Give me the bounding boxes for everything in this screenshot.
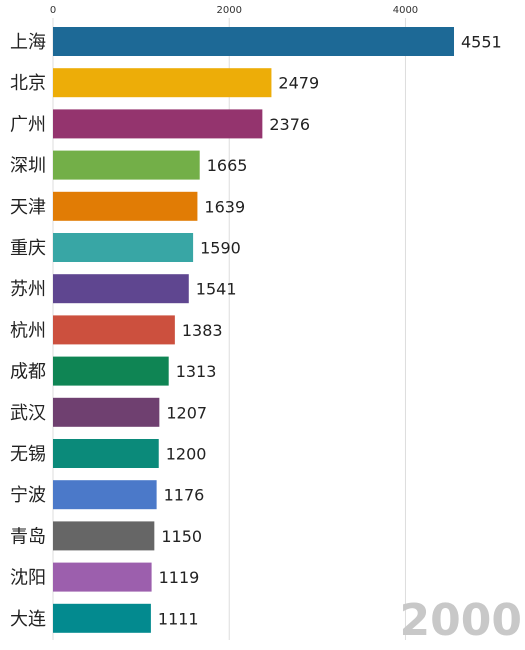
bar <box>53 109 263 139</box>
category-label: 杭州 <box>10 320 46 341</box>
category-label: 苏州 <box>10 279 46 300</box>
value-label: 1119 <box>159 568 200 587</box>
category-label: 成都 <box>10 362 46 383</box>
bar <box>53 480 157 510</box>
category-label: 武汉 <box>10 403 46 424</box>
bar <box>53 274 189 304</box>
bar <box>53 603 151 633</box>
x-tick-label: 4000 <box>393 5 418 16</box>
category-label: 重庆 <box>10 238 46 259</box>
value-label: 1541 <box>196 280 237 299</box>
bar <box>53 562 152 592</box>
bar <box>53 439 159 468</box>
value-label: 1665 <box>207 156 248 175</box>
category-label: 大连 <box>10 609 46 630</box>
value-label: 1111 <box>158 609 199 628</box>
bars <box>53 27 455 633</box>
value-label: 1313 <box>176 362 217 381</box>
bar <box>53 27 455 56</box>
x-tick-label: 0 <box>50 5 56 16</box>
value-label: 1207 <box>166 403 207 422</box>
category-label: 沈阳 <box>10 568 46 589</box>
bar <box>53 150 200 180</box>
category-label: 青岛 <box>10 526 46 547</box>
category-label: 北京 <box>10 73 46 94</box>
bar <box>53 521 155 551</box>
bar <box>53 397 160 427</box>
bar <box>53 68 272 98</box>
value-label: 4551 <box>461 33 502 52</box>
category-label: 天津 <box>10 197 46 218</box>
category-label: 深圳 <box>10 156 46 177</box>
category-label: 上海 <box>10 32 46 53</box>
category-label: 广州 <box>10 114 46 135</box>
bar <box>53 315 175 345</box>
value-label: 1383 <box>182 321 223 340</box>
x-axis: 0 2000 4000 <box>50 5 418 16</box>
value-label: 1176 <box>164 486 205 505</box>
category-label: 宁波 <box>10 485 46 506</box>
value-labels: 4551 2479 2376 1665 1639 1590 1541 1383 1313 1207… <box>158 33 502 629</box>
bar <box>53 356 169 386</box>
category-label: 无锡 <box>10 444 46 465</box>
value-label: 2376 <box>269 115 310 134</box>
value-label: 2479 <box>278 74 319 93</box>
bar <box>53 233 194 262</box>
x-tick-label: 2000 <box>216 5 241 16</box>
bar <box>53 191 198 221</box>
value-label: 1590 <box>200 239 241 258</box>
value-label: 1200 <box>166 445 207 464</box>
value-label: 1639 <box>204 197 245 216</box>
period-label: 2000 <box>400 595 522 646</box>
value-label: 1150 <box>161 527 202 546</box>
